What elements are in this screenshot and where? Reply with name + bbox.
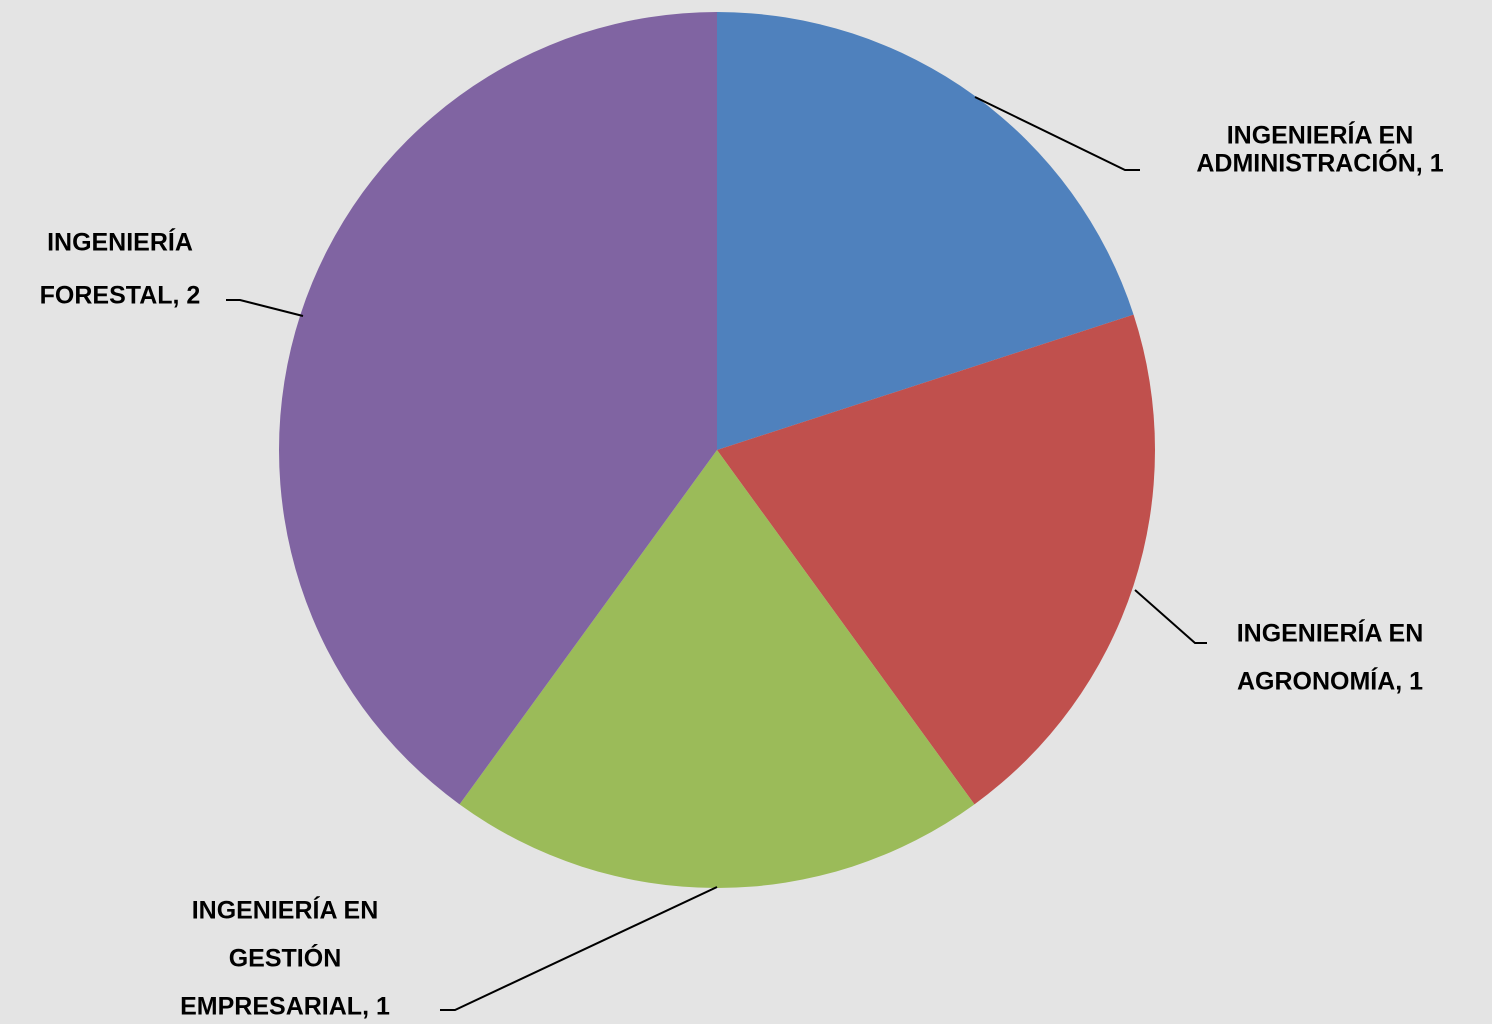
leader-line [974,96,1140,171]
slices [279,12,1155,889]
leader-line [226,299,304,317]
pie-slice [279,12,717,805]
data-label: GESTIÓN [229,943,342,973]
data-label: EMPRESARIAL, 1 [180,993,390,1021]
pie-slice [717,314,1155,805]
data-label: FORESTAL, 2 [40,282,201,310]
leader-line [440,886,718,1011]
data-label: INGENIERÍA [47,228,193,257]
data-label: ADMINISTRACIÓN, 1 [1196,148,1443,178]
data-label: INGENIERÍA EN [1237,619,1424,648]
pie-slice [459,450,975,889]
leader-line [1134,589,1207,644]
data-label: AGRONOMÍA, 1 [1237,667,1423,696]
data-label: INGENIERÍA EN [192,896,379,925]
pie-slice [717,12,1134,450]
data-label: INGENIERÍA EN [1227,121,1414,150]
